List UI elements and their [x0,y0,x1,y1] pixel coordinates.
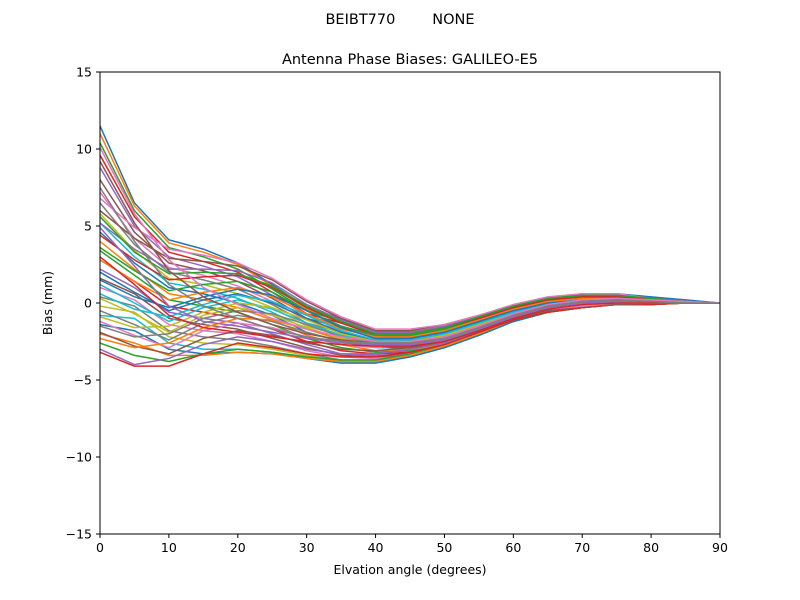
x-axis-label: Elvation angle (degrees) [333,562,486,577]
series-line [100,197,720,330]
y-tick-label: −15 [66,527,92,542]
x-tick-label: 10 [161,540,177,555]
y-tick-label: 15 [76,65,92,80]
x-tick-label: 80 [643,540,659,555]
y-tick-label: 10 [76,142,92,157]
series-line [100,147,720,343]
series-line [100,256,720,347]
x-tick-label: 90 [712,540,728,555]
y-tick-label: 0 [84,296,92,311]
y-tick-label: −10 [66,450,92,465]
x-tick-label: 20 [230,540,246,555]
y-tick-label: 5 [84,219,92,234]
x-axis: 0 10 20 30 40 50 60 70 80 90 [96,534,728,555]
x-tick-label: 30 [299,540,315,555]
series-layer [100,125,720,367]
x-tick-label: 40 [368,540,384,555]
x-tick-label: 0 [96,540,104,555]
x-tick-label: 50 [436,540,452,555]
series-line [100,216,720,335]
series-line [100,187,720,344]
y-tick-label: −5 [74,373,92,388]
chart-title: Antenna Phase Biases: GALILEO-E5 [282,52,538,68]
y-axis: −15 −10 −5 0 5 10 15 [66,65,100,542]
x-tick-label: 60 [505,540,521,555]
y-axis-label: Bias (mm) [40,271,55,335]
series-line [100,227,720,346]
series-line [100,302,720,355]
figure-suptitle: BEIBT770 NONE [325,12,474,28]
x-tick-label: 70 [574,540,590,555]
